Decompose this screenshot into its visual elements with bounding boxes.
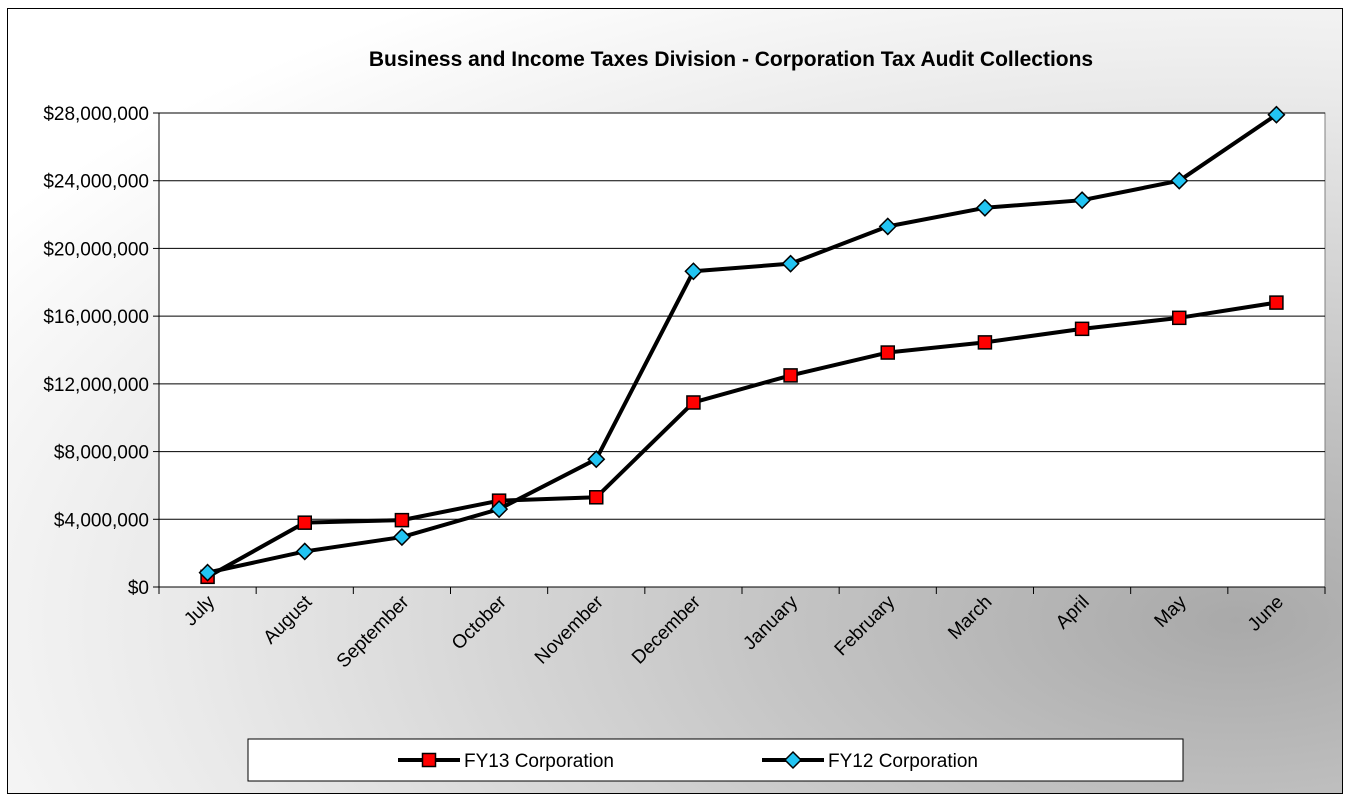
data-point (1172, 310, 1187, 326)
legend-marker (421, 752, 437, 768)
y-tick-label: $28,000,000 (43, 104, 149, 125)
series-line (205, 300, 1279, 579)
data-point (589, 490, 604, 505)
legend-entry: FY13 Corporation (398, 751, 614, 772)
legend-entry: FY12 Corporation (762, 750, 978, 772)
series-line (205, 112, 1279, 575)
y-tick-label: $4,000,000 (54, 510, 149, 531)
y-tick-label: $0 (128, 578, 149, 599)
series-fy12 (198, 105, 1286, 582)
data-point (587, 450, 606, 469)
data-point (1269, 295, 1284, 310)
data-point (1073, 191, 1092, 210)
data-point (490, 500, 509, 519)
x-tick-label: September (333, 591, 414, 672)
x-tick-label: June (1244, 592, 1288, 636)
x-tick-label: April (1052, 592, 1094, 634)
legend-box (247, 738, 1184, 782)
data-point (880, 345, 895, 360)
y-tick-label: $16,000,000 (43, 307, 149, 328)
series-layer (198, 105, 1286, 585)
data-point (394, 512, 410, 528)
data-point (781, 254, 800, 273)
legend: FY13 Corporation FY12 Corporation (247, 738, 1184, 782)
data-point (1170, 171, 1189, 190)
data-point (392, 528, 411, 547)
x-tick-label: February (831, 591, 900, 660)
y-tick-label: $20,000,000 (43, 239, 149, 260)
plot-area (158, 112, 1326, 588)
x-tick-label: October (448, 591, 511, 654)
data-point (1074, 321, 1090, 337)
data-point (198, 563, 217, 582)
legend-label: FY12 Corporation (828, 751, 978, 772)
y-tick-label: $8,000,000 (54, 443, 149, 464)
axes (158, 113, 1326, 594)
data-point (878, 217, 897, 236)
x-tick-label: November (531, 591, 608, 668)
data-point (977, 335, 993, 350)
legend-label: FY13 Corporation (464, 751, 614, 772)
legend-marker (783, 750, 803, 770)
chart-title: Business and Income Taxes Division - Cor… (369, 48, 1093, 71)
x-axis-tick-labels: July August September October November Decemb… (180, 591, 1288, 672)
data-point (1267, 105, 1286, 124)
data-point (686, 395, 701, 410)
x-tick-label: May (1151, 591, 1192, 632)
x-tick-label: July (180, 591, 219, 630)
x-tick-label: August (260, 591, 317, 648)
data-point (783, 368, 798, 383)
gridlines (153, 112, 1325, 588)
data-point (297, 515, 312, 530)
y-axis-tick-labels: $0 $4,000,000 $8,000,000 $12,000,000 $16,000… (43, 104, 149, 599)
y-tick-label: $12,000,000 (43, 375, 149, 396)
data-point (975, 198, 994, 217)
x-tick-label: December (628, 591, 705, 668)
x-tick-label: January (739, 591, 802, 654)
data-point (684, 262, 703, 281)
data-point (295, 542, 314, 561)
x-tick-label: March (944, 592, 996, 644)
y-tick-label: $24,000,000 (43, 172, 149, 193)
